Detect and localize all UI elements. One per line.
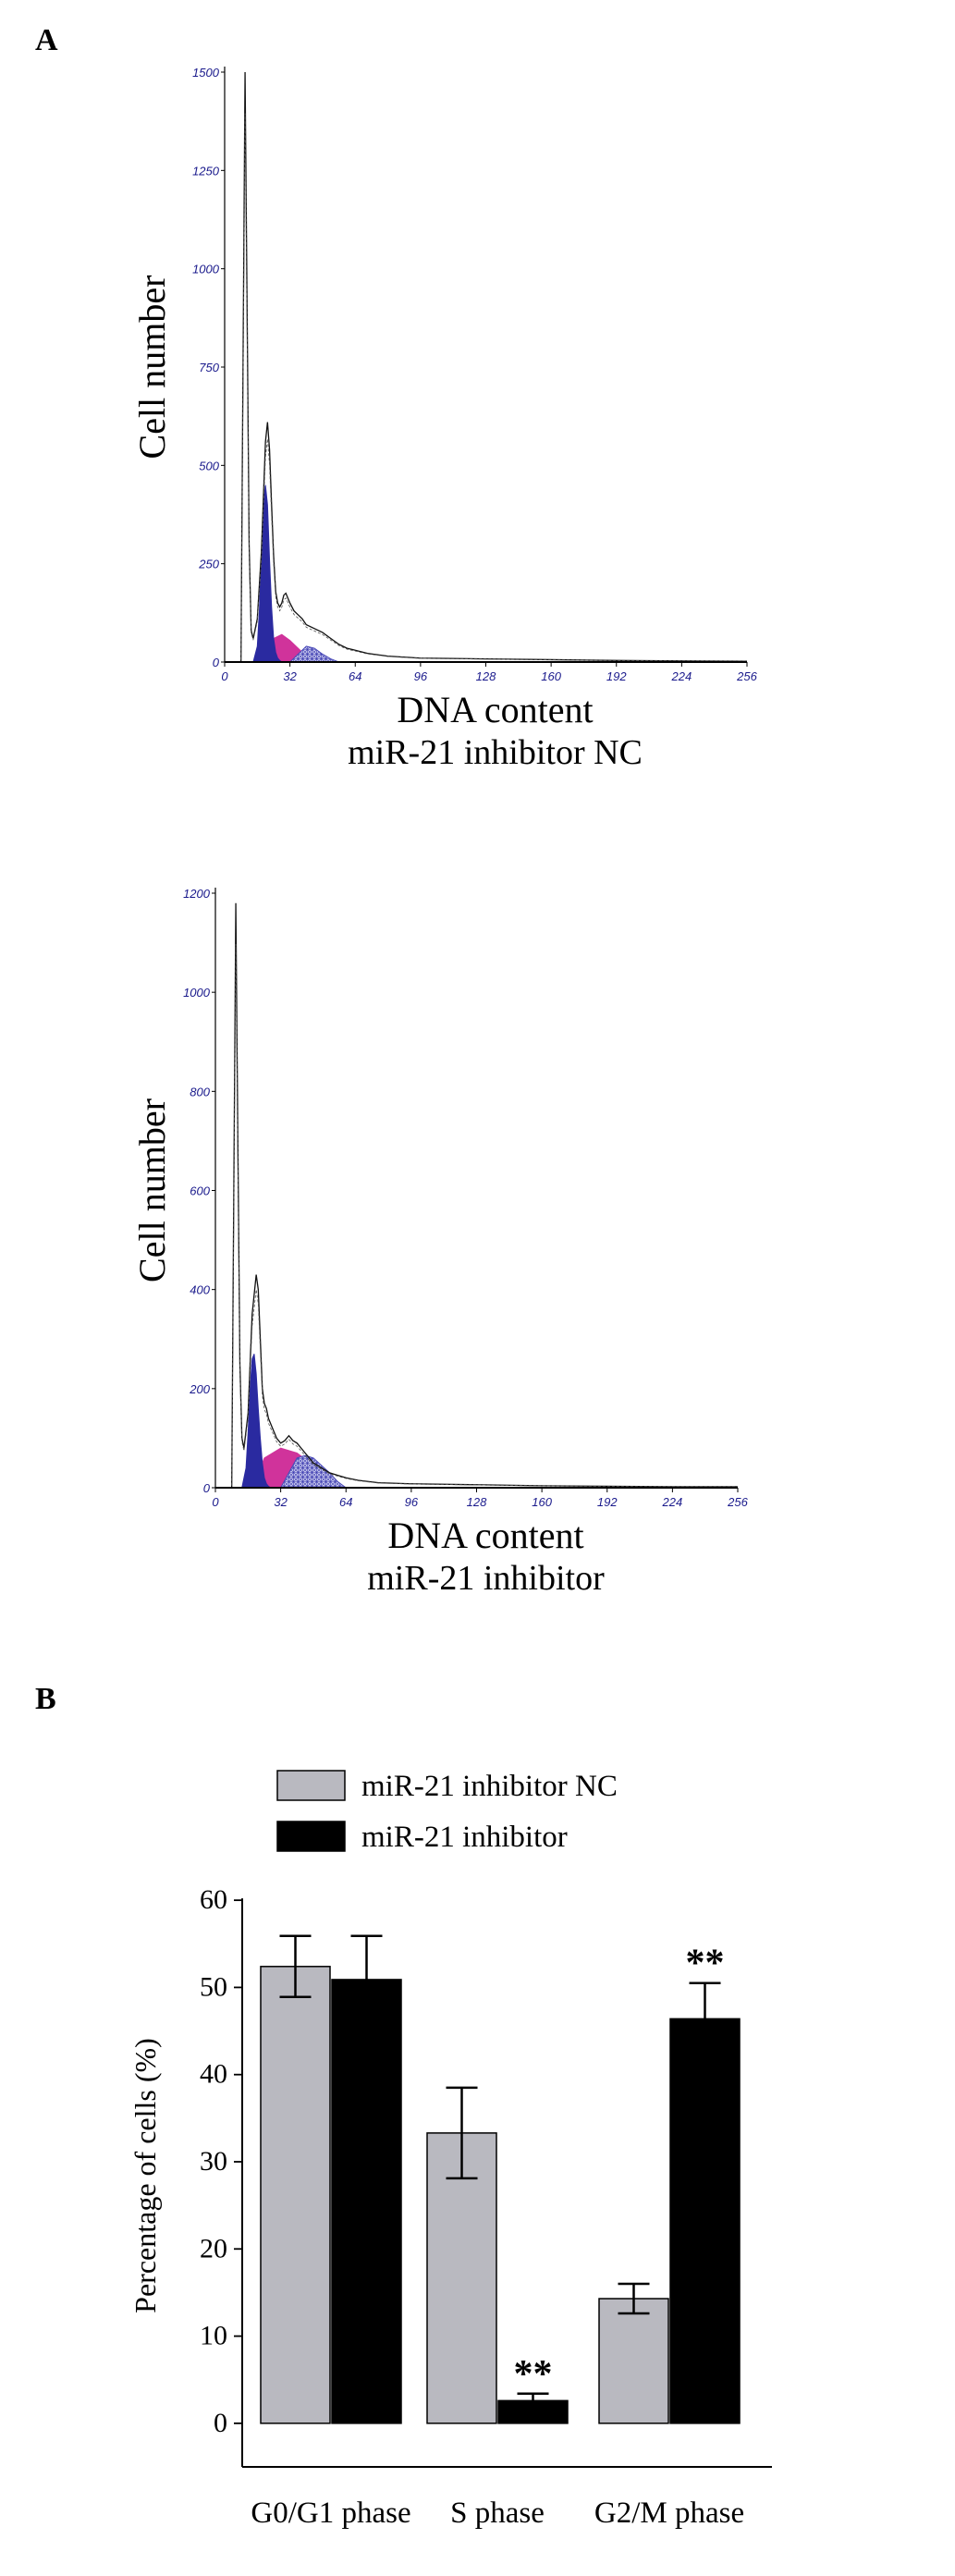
y-tick-label: 30 [200,2146,227,2177]
category-label: G2/M phase [594,2496,744,2530]
legend-label: miR-21 inhibitor [361,1821,568,1854]
bar-inhibitor [497,2399,569,2424]
x-tick-label: 32 [283,669,297,683]
x-tick-label: 96 [405,1495,419,1509]
x-tick-label: 128 [476,669,496,683]
y-tick-label: 1200 [183,887,211,901]
y-tick-label: 500 [199,459,219,472]
bar-chart-cell-cycle: 0 10 20 30 40 50 60 Percentage of cells (%) G0/G… [129,1770,772,2530]
y-tick-label: 200 [189,1382,210,1396]
x-tick-label: 64 [339,1495,352,1509]
x-tick-label: 0 [212,1495,219,1509]
y-tick-label: 750 [199,361,219,374]
x-axis-title: DNA content [397,689,593,730]
x-tick-label: 256 [736,669,757,683]
x-tick-label: 32 [274,1495,288,1509]
bar-nc [598,2298,669,2424]
x-tick-label: 256 [727,1495,748,1509]
panel-b-label: B [35,1682,56,1716]
x-tick-label: 224 [662,1495,683,1509]
y-tick-label: 1000 [183,986,211,1000]
raw-histogram-line [225,71,748,663]
x-tick-label: 96 [414,669,428,683]
y-tick-label: 0 [203,1481,211,1495]
x-tick-label: 0 [221,669,228,683]
histogram-inhibitor: 0 32 64 96 128 160 192 224 256 0 200 400 600 800 1000 1… [131,887,749,1598]
bar-inhibitor [669,2018,741,2424]
y-tick-label: 250 [198,558,219,571]
legend-swatch [276,1770,346,1801]
fit-envelope-line [215,943,738,1489]
x-tick-label: 64 [349,669,361,683]
bar-nc [260,1966,331,2424]
y-tick-label: 800 [190,1085,210,1098]
x-tick-label: 224 [671,669,692,683]
x-tick-label: 160 [541,669,561,683]
x-tick-label: 160 [532,1495,552,1509]
y-axis-title: Cell number [131,276,173,460]
category-label: S phase [450,2496,545,2530]
significance-marker: ** [514,2353,553,2396]
significance-marker: ** [686,1943,725,1985]
g1-phase-fit-area [252,485,284,663]
bar-nc [426,2132,497,2424]
y-tick-label: 40 [200,2059,227,2090]
raw-histogram-line [215,902,738,1489]
y-tick-label: 1250 [192,164,220,178]
x-tick-label: 192 [597,1495,618,1509]
category-label: G0/G1 phase [251,2496,410,2530]
chart-subtitle: miR-21 inhibitor [367,1559,605,1598]
chart-subtitle: miR-21 inhibitor NC [348,733,643,772]
y-tick-label: 60 [200,1884,227,1915]
y-tick-label: 1500 [192,66,220,80]
g1-phase-fit-area [241,1354,273,1489]
g2m-phase-fit-area [279,1454,348,1489]
y-tick-label: 20 [200,2233,227,2263]
legend-label: miR-21 inhibitor NC [361,1770,618,1803]
bar-inhibitor [331,1979,402,2424]
y-tick-label: 0 [214,2408,227,2438]
y-tick-label: 50 [200,1971,227,2002]
y-tick-label: 600 [190,1184,210,1198]
y-tick-label: 400 [190,1283,210,1297]
fit-envelope-line [225,113,748,663]
y-tick-label: 10 [200,2321,227,2351]
histogram-nc: 0 32 64 96 128 160 192 224 256 0 250 500 750 1000 1250… [131,66,758,772]
x-tick-label: 128 [467,1495,487,1509]
y-tick-label: 0 [213,656,220,669]
x-axis-title: DNA content [387,1515,583,1556]
legend-swatch [276,1821,346,1852]
x-tick-label: 192 [606,669,627,683]
panel-a-label: A [35,23,58,57]
y-axis-title: Percentage of cells (%) [129,2038,162,2313]
y-tick-label: 1000 [192,263,220,276]
y-axis-title: Cell number [131,1098,173,1282]
